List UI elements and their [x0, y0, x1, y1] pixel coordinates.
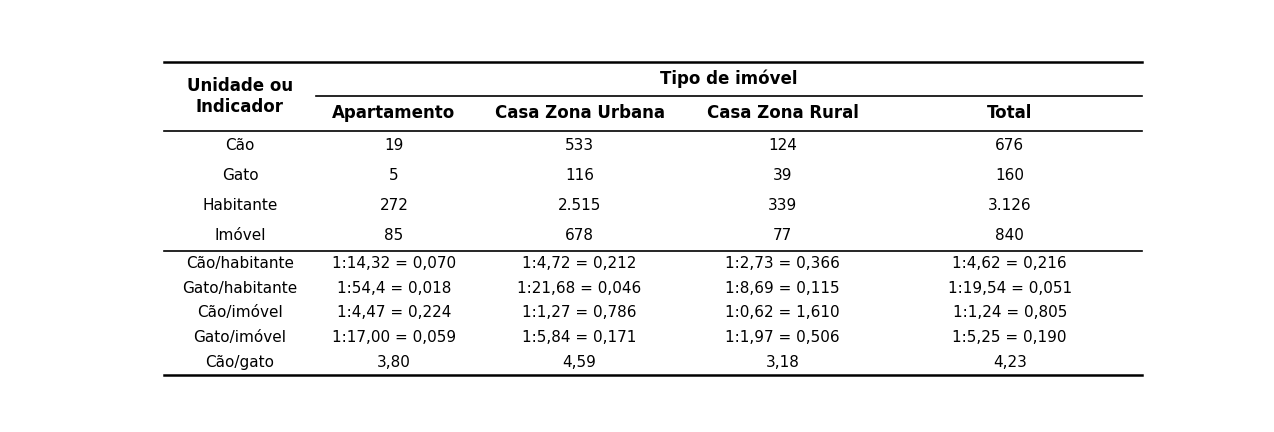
Text: Cão/gato: Cão/gato [205, 355, 274, 370]
Text: Habitante: Habitante [203, 198, 278, 213]
Text: 1:17,00 = 0,059: 1:17,00 = 0,059 [331, 330, 456, 345]
Text: 77: 77 [773, 229, 792, 244]
Text: 676: 676 [995, 138, 1024, 153]
Text: 85: 85 [385, 229, 404, 244]
Text: Unidade ou
Indicador: Unidade ou Indicador [187, 77, 293, 116]
Text: 19: 19 [385, 138, 404, 153]
Text: 1:4,72 = 0,212: 1:4,72 = 0,212 [522, 256, 637, 271]
Text: Cão: Cão [225, 138, 255, 153]
Text: 1:1,27 = 0,786: 1:1,27 = 0,786 [522, 305, 637, 320]
Text: 1:4,62 = 0,216: 1:4,62 = 0,216 [953, 256, 1068, 271]
Text: Cão/habitante: Cão/habitante [186, 256, 294, 271]
Text: 2.515: 2.515 [558, 198, 601, 213]
Text: 339: 339 [768, 198, 798, 213]
Text: Tipo de imóvel: Tipo de imóvel [660, 70, 798, 88]
Text: Total: Total [987, 105, 1032, 122]
Text: 1:21,68 = 0,046: 1:21,68 = 0,046 [517, 281, 642, 295]
Text: 3,80: 3,80 [377, 355, 410, 370]
Text: 1:54,4 = 0,018: 1:54,4 = 0,018 [336, 281, 451, 295]
Text: 1:5,84 = 0,171: 1:5,84 = 0,171 [522, 330, 637, 345]
Text: 160: 160 [995, 168, 1024, 183]
Text: 116: 116 [566, 168, 594, 183]
Text: Gato: Gato [222, 168, 259, 183]
Text: 1:5,25 = 0,190: 1:5,25 = 0,190 [953, 330, 1066, 345]
Text: 39: 39 [773, 168, 792, 183]
Text: 678: 678 [566, 229, 594, 244]
Text: 3.126: 3.126 [987, 198, 1032, 213]
Text: 4,23: 4,23 [992, 355, 1027, 370]
Text: Apartamento: Apartamento [333, 105, 456, 122]
Text: Gato/imóvel: Gato/imóvel [194, 330, 287, 345]
Text: Gato/habitante: Gato/habitante [182, 281, 298, 295]
Text: 1:2,73 = 0,366: 1:2,73 = 0,366 [725, 256, 840, 271]
Text: 5: 5 [389, 168, 399, 183]
Text: Casa Zona Rural: Casa Zona Rural [707, 105, 859, 122]
Text: 1:1,24 = 0,805: 1:1,24 = 0,805 [953, 305, 1066, 320]
Text: 1:0,62 = 1,610: 1:0,62 = 1,610 [725, 305, 840, 320]
Text: 124: 124 [768, 138, 796, 153]
Text: 840: 840 [995, 229, 1024, 244]
Text: 533: 533 [566, 138, 594, 153]
Text: Casa Zona Urbana: Casa Zona Urbana [494, 105, 665, 122]
Text: Cão/imóvel: Cão/imóvel [197, 305, 283, 320]
Text: 1:14,32 = 0,070: 1:14,32 = 0,070 [331, 256, 456, 271]
Text: 1:19,54 = 0,051: 1:19,54 = 0,051 [948, 281, 1071, 295]
Text: 272: 272 [380, 198, 409, 213]
Text: 3,18: 3,18 [766, 355, 799, 370]
Text: 1:8,69 = 0,115: 1:8,69 = 0,115 [725, 281, 840, 295]
Text: Imóvel: Imóvel [214, 229, 266, 244]
Text: 1:4,47 = 0,224: 1:4,47 = 0,224 [336, 305, 451, 320]
Text: 1:1,97 = 0,506: 1:1,97 = 0,506 [725, 330, 840, 345]
Text: 4,59: 4,59 [563, 355, 596, 370]
